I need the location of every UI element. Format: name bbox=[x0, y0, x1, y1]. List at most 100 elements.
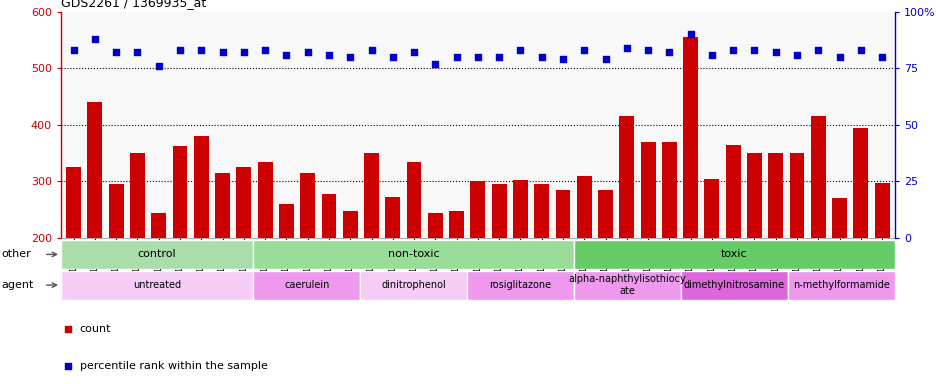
Bar bbox=[343, 211, 358, 351]
Point bbox=[130, 49, 145, 55]
Text: rosiglitazone: rosiglitazone bbox=[489, 280, 551, 290]
Bar bbox=[491, 184, 506, 351]
Point bbox=[363, 47, 378, 53]
Point bbox=[109, 49, 124, 55]
Text: other: other bbox=[2, 249, 32, 260]
Bar bbox=[574, 271, 680, 300]
Point bbox=[853, 47, 868, 53]
Bar bbox=[428, 213, 443, 351]
Bar bbox=[385, 197, 400, 351]
Bar bbox=[787, 271, 894, 300]
Point bbox=[321, 51, 336, 58]
Bar bbox=[725, 145, 739, 351]
Bar bbox=[253, 240, 574, 269]
Bar bbox=[172, 146, 187, 351]
Text: n-methylformamide: n-methylformamide bbox=[792, 280, 889, 290]
Text: alpha-naphthylisothiocy
ate: alpha-naphthylisothiocy ate bbox=[568, 274, 686, 296]
Bar bbox=[151, 213, 166, 351]
Bar bbox=[448, 211, 463, 351]
Point bbox=[60, 362, 75, 369]
Point bbox=[619, 45, 634, 51]
Text: control: control bbox=[138, 249, 176, 260]
Point bbox=[577, 47, 592, 53]
Point bbox=[810, 47, 825, 53]
Bar bbox=[661, 142, 676, 351]
Text: untreated: untreated bbox=[133, 280, 181, 290]
Text: dinitrophenol: dinitrophenol bbox=[381, 280, 446, 290]
Text: percentile rank within the sample: percentile rank within the sample bbox=[80, 361, 268, 371]
Bar bbox=[109, 184, 124, 351]
Bar bbox=[364, 153, 378, 351]
Bar bbox=[831, 199, 846, 351]
Point bbox=[512, 47, 527, 53]
Text: non-toxic: non-toxic bbox=[388, 249, 439, 260]
Point bbox=[279, 51, 294, 58]
Bar bbox=[789, 153, 804, 351]
Text: agent: agent bbox=[2, 280, 35, 290]
Point bbox=[172, 47, 187, 53]
Point bbox=[151, 63, 166, 69]
Point bbox=[300, 49, 314, 55]
Point bbox=[640, 47, 655, 53]
Point bbox=[406, 49, 421, 55]
Point bbox=[534, 54, 548, 60]
Bar bbox=[257, 162, 272, 351]
Bar bbox=[61, 240, 253, 269]
Point bbox=[831, 54, 846, 60]
Bar bbox=[87, 102, 102, 351]
Bar bbox=[619, 116, 634, 351]
Bar bbox=[853, 127, 868, 351]
Bar bbox=[680, 271, 787, 300]
Bar bbox=[300, 173, 314, 351]
Bar bbox=[359, 271, 467, 300]
Bar bbox=[253, 271, 359, 300]
Point bbox=[491, 54, 506, 60]
Point bbox=[215, 49, 230, 55]
Point bbox=[60, 326, 75, 332]
Bar bbox=[215, 173, 229, 351]
Bar bbox=[467, 271, 574, 300]
Bar bbox=[321, 194, 336, 351]
Bar bbox=[640, 142, 655, 351]
Point bbox=[236, 49, 251, 55]
Point bbox=[768, 49, 782, 55]
Point bbox=[661, 49, 676, 55]
Point bbox=[682, 31, 697, 37]
Text: count: count bbox=[80, 324, 111, 334]
Bar bbox=[704, 179, 719, 351]
Point bbox=[789, 51, 804, 58]
Bar bbox=[130, 153, 145, 351]
Point bbox=[257, 47, 272, 53]
Point bbox=[428, 61, 443, 67]
Bar bbox=[577, 176, 591, 351]
Bar bbox=[61, 271, 253, 300]
Text: GDS2261 / 1369935_at: GDS2261 / 1369935_at bbox=[61, 0, 206, 9]
Point bbox=[343, 54, 358, 60]
Bar bbox=[279, 204, 294, 351]
Bar bbox=[574, 240, 894, 269]
Point bbox=[470, 54, 485, 60]
Bar bbox=[194, 136, 209, 351]
Text: dimethylnitrosamine: dimethylnitrosamine bbox=[683, 280, 784, 290]
Point bbox=[724, 47, 739, 53]
Bar bbox=[236, 167, 251, 351]
Point bbox=[87, 36, 102, 42]
Bar bbox=[66, 167, 81, 351]
Bar bbox=[810, 116, 825, 351]
Point bbox=[66, 47, 81, 53]
Point bbox=[746, 47, 761, 53]
Bar bbox=[746, 153, 761, 351]
Point bbox=[597, 56, 612, 62]
Bar bbox=[873, 182, 888, 351]
Bar bbox=[534, 184, 548, 351]
Point bbox=[555, 56, 570, 62]
Bar bbox=[682, 37, 697, 351]
Bar bbox=[555, 190, 570, 351]
Bar bbox=[768, 153, 782, 351]
Bar bbox=[406, 162, 421, 351]
Bar bbox=[597, 190, 612, 351]
Point bbox=[448, 54, 463, 60]
Text: toxic: toxic bbox=[721, 249, 747, 260]
Bar bbox=[512, 180, 527, 351]
Text: caerulein: caerulein bbox=[284, 280, 329, 290]
